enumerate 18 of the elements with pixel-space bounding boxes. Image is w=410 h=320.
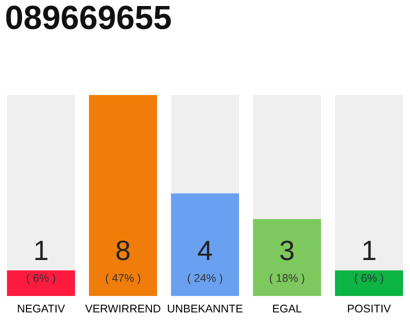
- annotation: 1: [363, 240, 376, 260]
- x-tick-label: POSITIV: [348, 304, 391, 312]
- bar: [334, 270, 404, 296]
- x-tick-label: EGAL: [273, 304, 302, 312]
- data-label: ( 24% ): [188, 274, 222, 284]
- data-label: ( 6% ): [26, 274, 56, 284]
- x-tick-label: NEGATIV: [18, 304, 65, 312]
- x-tick-label: VERWIRREND: [85, 304, 160, 312]
- bar: [6, 270, 76, 296]
- annotation: 3: [280, 240, 294, 260]
- annotation: 4: [198, 240, 212, 260]
- chart-title: 089669655: [6, 6, 171, 30]
- data-label: ( 18% ): [270, 274, 304, 284]
- data-label: ( 47% ): [106, 274, 140, 284]
- annotation: 1: [35, 240, 48, 260]
- annotation: 8: [116, 240, 130, 260]
- x-tick-label: UNBEKANNTE: [168, 304, 242, 312]
- data-label: ( 6% ): [354, 274, 384, 284]
